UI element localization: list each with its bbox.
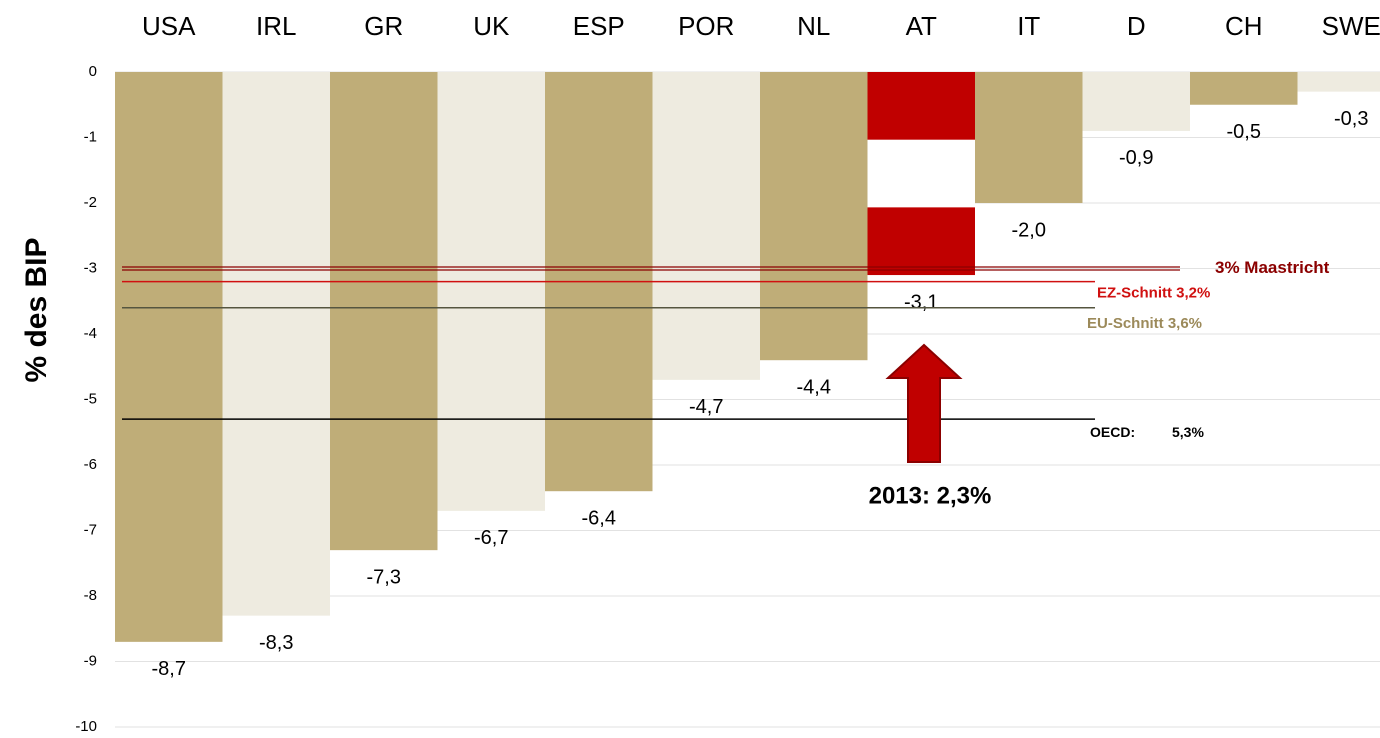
y-tick-label: -5 <box>84 390 97 407</box>
y-tick-label: -6 <box>84 456 97 473</box>
y-tick-label: -7 <box>84 521 97 538</box>
x-tick-label: NL <box>797 11 830 41</box>
y-tick-label: 0 <box>89 63 97 80</box>
value-label: -8,7 <box>152 658 186 680</box>
x-tick-label: SWE <box>1322 11 1380 41</box>
y-tick-label: -3 <box>84 259 97 276</box>
reference-label: EU-Schnitt 3,6% <box>1087 315 1202 332</box>
x-tick-label: IT <box>1017 11 1040 41</box>
reference-value-label: 5,3% <box>1172 424 1204 440</box>
x-tick-label: D <box>1127 11 1146 41</box>
value-label: -0,9 <box>1119 147 1153 169</box>
y-tick-label: -4 <box>84 325 97 342</box>
reference-label: EZ-Schnitt 3,2% <box>1097 285 1210 302</box>
value-label: -6,7 <box>474 527 508 549</box>
reference-label: OECD: <box>1090 424 1135 440</box>
value-label: -2,0 <box>1012 219 1046 241</box>
x-tick-label: GR <box>364 11 403 41</box>
y-tick-label: -2 <box>84 194 97 211</box>
bar <box>652 72 760 380</box>
reference-label: 3% Maastricht <box>1215 258 1330 277</box>
y-tick-label: -9 <box>84 652 97 669</box>
bar <box>1190 72 1298 105</box>
value-label: -0,5 <box>1227 121 1261 143</box>
bar <box>330 72 438 551</box>
reference-lines: 3% Maastricht EZ-Schnitt 3,2% EU-Schnitt 3… <box>122 258 1330 440</box>
x-tick-label: ESP <box>573 11 625 41</box>
value-label: -3,1 <box>904 291 938 313</box>
x-tick-label: CH <box>1225 11 1263 41</box>
x-tick-label: AT <box>906 11 937 41</box>
value-label: -6,4 <box>582 507 616 529</box>
x-tick-label: UK <box>473 11 510 41</box>
value-label: -4,4 <box>797 376 831 398</box>
y-axis-label: % des BIP <box>20 237 53 382</box>
bar <box>115 72 223 642</box>
bar <box>1297 72 1380 92</box>
bar <box>760 72 868 361</box>
value-label: -0,3 <box>1334 108 1368 130</box>
arrow <box>885 343 963 463</box>
value-label: -4,7 <box>689 396 723 418</box>
bar <box>975 72 1083 203</box>
x-tick-label: IRL <box>256 11 296 41</box>
x-tick-label: POR <box>678 11 734 41</box>
value-label: -8,3 <box>259 632 293 654</box>
bar <box>437 72 545 511</box>
y-tick-label: -10 <box>75 718 97 735</box>
y-tick-label: -1 <box>84 128 97 145</box>
bar <box>1082 72 1190 131</box>
bar <box>222 72 330 616</box>
bar-stripe <box>867 139 975 208</box>
bars: USA -8,7 IRL -8,3 GR -7,3 UK -6,7 ESP -6,4 POR -4,7… <box>115 11 1380 680</box>
value-label: -7,3 <box>367 566 401 588</box>
annotation: 2013: 2,3% <box>869 482 992 509</box>
x-tick-label: USA <box>142 11 196 41</box>
y-tick-label: -8 <box>84 587 97 604</box>
